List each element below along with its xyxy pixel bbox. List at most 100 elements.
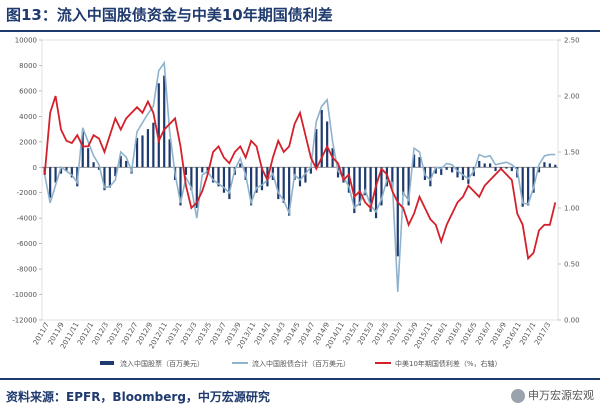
bar [456,167,459,178]
bar [505,167,508,169]
bar [119,155,122,168]
bar [380,167,383,206]
bar [521,167,524,207]
legend-swatch [100,361,114,365]
left-tick-label: 10000 [15,37,37,45]
bar [228,167,231,200]
left-tick-label: -2000 [17,189,37,197]
bar [65,167,68,172]
bar [103,167,106,191]
bar [59,167,63,174]
bar [527,167,530,206]
bar [184,167,188,175]
bar [336,167,340,178]
bar [396,167,399,257]
bar [293,167,296,180]
bar [222,167,226,193]
bar [347,167,350,193]
bar [342,167,345,183]
bar [282,167,285,203]
title-bar: 图13：流入中国股债资金与中美10年期国债利差 [0,0,600,32]
left-tick-label: 4000 [19,113,37,121]
bar [277,167,280,200]
left-tick-label: 8000 [19,62,37,70]
bar [418,157,421,168]
left-tick-label: 2000 [19,138,37,146]
bar [315,129,318,168]
right-tick-label: 0.00 [564,317,580,325]
chart-title: 图13：流入中国股债资金与中美10年期国债利差 [6,6,333,24]
bar [49,167,52,198]
left-tick-label: -6000 [17,240,37,248]
bar [494,167,497,172]
bar [54,167,57,183]
right-tick-label: 2.00 [564,93,580,101]
bar [141,135,144,168]
bar [369,167,372,212]
bar [70,167,73,178]
bar [168,139,171,168]
bar [114,167,117,177]
bar [217,167,220,187]
bar [250,167,253,206]
right-tick-label: 1.50 [564,149,580,157]
bar [510,167,513,172]
bar [255,167,258,193]
bar [239,163,242,168]
bar [108,167,111,188]
bar [135,138,139,168]
bar [374,167,378,219]
bar [211,167,215,183]
logo-text: 申万宏源宏观 [528,389,594,402]
bar [353,167,356,214]
yield-spread-line [43,95,557,261]
legend-label: 流入中国股票（百万美元） [120,359,204,368]
bar [440,167,443,175]
bar [412,154,416,168]
bar [537,167,541,173]
total-flow-line [43,60,556,293]
bar [532,167,535,193]
bar [467,167,470,184]
left-tick-label: -4000 [17,215,37,223]
bar [157,83,160,168]
bar [461,167,465,180]
bar [288,167,291,216]
bar [554,164,557,168]
bar [125,160,128,168]
right-tick-label: 2.50 [564,37,580,45]
source-text: 资料来源：EPFR，Bloomberg，中万宏源研究 [6,390,270,404]
bar [483,163,486,168]
bar [309,167,312,174]
bar [402,167,405,196]
bar [407,167,410,206]
source-bar: 资料来源：EPFR，Bloomberg，中万宏源研究 申万宏源宏观 [0,378,600,411]
bar [81,131,84,168]
left-tick-label: -8000 [17,266,37,274]
bar [87,148,90,168]
bar [163,75,166,168]
bar [152,122,155,168]
chart: 10000 8000 6000 4000 2000 0 -2000 -4000 -6000 -80… [12,37,580,369]
bar [358,167,361,206]
bar [190,167,193,191]
legend-label: 中美10年期国债利差（%，右轴） [395,359,502,368]
bar [450,167,454,173]
bar [260,167,264,191]
wechat-icon [511,389,525,403]
bar [146,129,150,168]
bar [195,167,198,208]
legend-label: 流入中国股债合计（百万美元） [252,359,350,368]
bar [489,163,492,168]
bar [391,167,394,188]
bar [179,167,182,206]
bar [445,167,448,170]
bar [364,167,367,196]
logo: 申万宏源宏观 [511,387,594,403]
bar [92,162,95,168]
bar [543,162,546,168]
right-tick-label: 1.00 [564,205,580,213]
plot-frame [41,39,559,321]
left-tick-label: 6000 [19,87,37,95]
left-tick-label: -10000 [12,291,37,299]
